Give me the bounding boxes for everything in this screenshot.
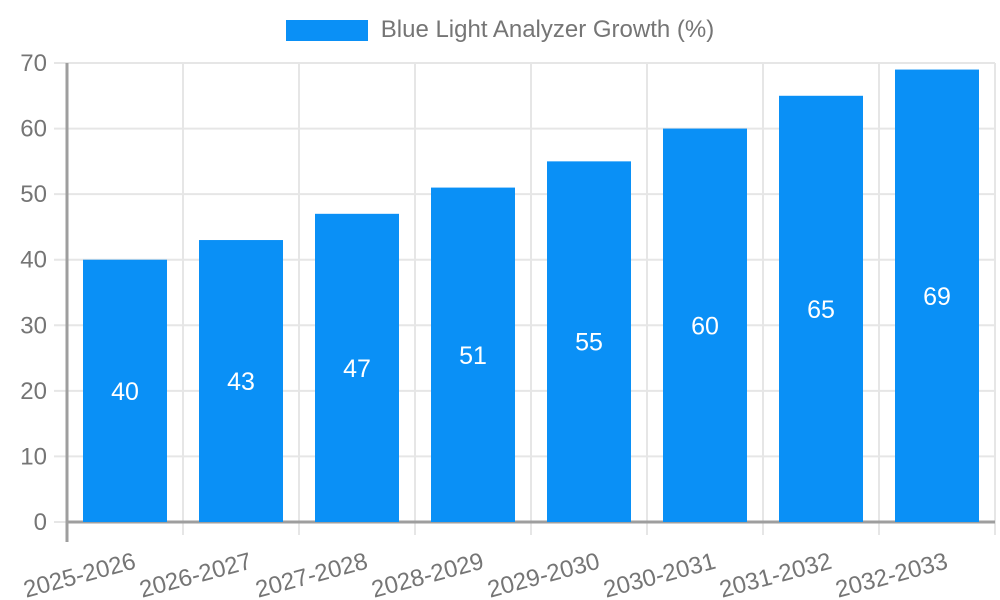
x-tick-label: 2030-2031 [601, 548, 719, 600]
bar-2027-2028[interactable] [315, 213, 399, 523]
legend-item[interactable]: Blue Light Analyzer Growth (%) [0, 16, 1000, 44]
x-tick-label: 2028-2029 [369, 548, 487, 600]
bar-value-label: 69 [923, 283, 951, 311]
bar-value-label: 51 [459, 342, 487, 370]
bar-value-label: 40 [111, 378, 139, 406]
bar-value-label: 60 [691, 312, 719, 340]
bar-2030-2031[interactable] [663, 128, 747, 523]
y-tick-label: 50 [20, 181, 47, 208]
x-tick-label: 2032-2033 [833, 548, 951, 600]
x-tick-label: 2025-2026 [21, 548, 139, 600]
bar-2029-2030[interactable] [547, 161, 631, 522]
x-tick-label: 2027-2028 [253, 548, 371, 600]
legend-swatch-icon [285, 19, 368, 41]
bar-value-label: 65 [807, 296, 835, 324]
bar-2026-2027[interactable] [199, 240, 283, 523]
x-tick-label: 2026-2027 [137, 548, 255, 600]
y-tick-label: 40 [20, 247, 47, 274]
y-tick-label: 70 [20, 50, 47, 77]
bar-value-label: 47 [343, 355, 371, 383]
bar-2032-2033[interactable] [895, 69, 979, 523]
y-tick-label: 20 [20, 378, 47, 405]
x-tick-label: 2029-2030 [485, 548, 603, 600]
x-tick-label: 2031-2032 [717, 548, 835, 600]
bar-value-label: 43 [227, 368, 255, 396]
y-tick-label: 30 [20, 312, 47, 339]
y-tick-label: 0 [34, 509, 47, 536]
bar-2028-2029[interactable] [431, 187, 515, 523]
bar-2031-2032[interactable] [779, 95, 863, 523]
bar-value-label: 55 [575, 329, 603, 357]
legend-label: Blue Light Analyzer Growth (%) [380, 16, 715, 43]
y-tick-label: 10 [20, 443, 47, 470]
y-tick-label: 60 [20, 116, 47, 143]
bar-2025-2026[interactable] [83, 259, 167, 522]
